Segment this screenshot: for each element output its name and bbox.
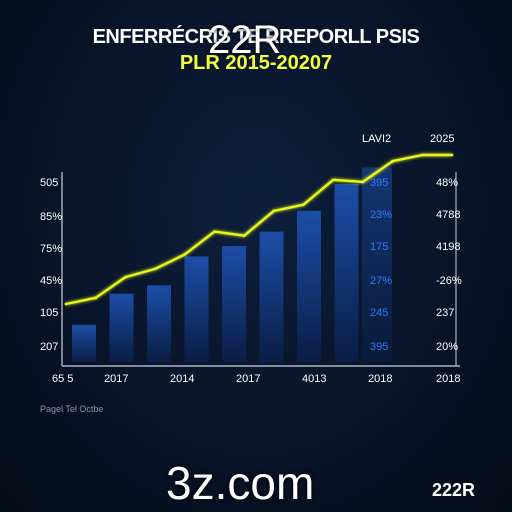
table-value: 4198 [436, 241, 460, 253]
x-tick-label: 2017 [236, 373, 260, 385]
trend-point [450, 153, 454, 157]
chart-bar [297, 210, 321, 362]
x-tick-label: 65 5 [52, 373, 73, 385]
y-tick-label: 85% [40, 211, 62, 223]
table-value: 395 [370, 341, 388, 353]
chart-subtitle: PLR 2015-20207 [179, 52, 333, 74]
table-value: 175 [370, 241, 388, 253]
table-value: 48% [436, 177, 458, 189]
table-value: 27% [370, 275, 392, 287]
trend-line [65, 153, 452, 306]
column-header: 2025 [430, 133, 454, 145]
chart-title: ENFERRÉCRIS TE RREPORLL PSIS [92, 26, 420, 48]
watermark-top: 22R [208, 18, 282, 62]
chart-bar [72, 324, 96, 362]
table-value: 395 [370, 177, 388, 189]
chart-bar [222, 246, 246, 362]
trend-point [153, 267, 157, 271]
column-header: LAVI2 [362, 133, 391, 145]
chart-bar [184, 256, 209, 362]
y-tick-label: 505 [40, 177, 58, 189]
x-tick-label: 2014 [170, 373, 194, 385]
trend-point [94, 296, 98, 300]
y-tick-label: 45% [40, 275, 62, 287]
watermark-bottom: 3z.com [166, 457, 315, 509]
chart-bar [109, 293, 134, 362]
y-tick-label: 75% [40, 243, 62, 255]
trend-point [64, 302, 68, 306]
x-tick-label: 2018 [368, 373, 392, 385]
x-tick-label: 4013 [302, 373, 326, 385]
corner-label: 222R [432, 480, 476, 500]
trend-point [272, 209, 276, 213]
chart-footnote: Pagel Tel Octbe [40, 404, 104, 414]
trend-point [183, 252, 187, 256]
chart-bar [362, 167, 392, 362]
table-value: 245 [370, 307, 388, 319]
trend-point [242, 234, 246, 238]
table-value: -26% [436, 275, 462, 287]
chart-bar [147, 285, 171, 362]
trend-point [361, 180, 365, 184]
trend-point [420, 153, 424, 157]
trend-point [391, 159, 395, 163]
x-tick-label: 2017 [104, 373, 128, 385]
trend-point [213, 230, 216, 233]
chart-bar [334, 183, 359, 362]
y-tick-label: 105 [40, 307, 58, 319]
table-value: 237 [436, 307, 454, 319]
table-value: 23% [370, 209, 392, 221]
table-value: 4788 [436, 209, 460, 221]
table-value: 20% [436, 341, 458, 353]
trend-point [302, 203, 305, 207]
chart-bar [259, 231, 284, 362]
y-tick-label: 207 [40, 341, 58, 353]
trend-point [123, 275, 127, 279]
x-tick-label: 2018 [436, 373, 460, 385]
trend-point [331, 178, 335, 182]
